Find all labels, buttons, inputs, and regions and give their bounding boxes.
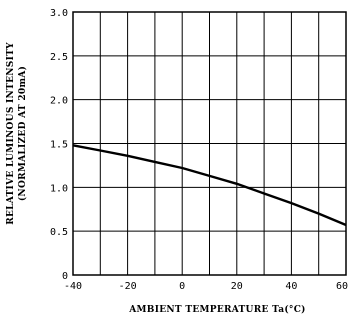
y-tick-label: 3.0 (50, 8, 68, 19)
plot-frame (72, 11, 347, 276)
series-group (72, 144, 347, 227)
y-axis-title-line-1: RELATIVE LUMINOUS INTENSITY (6, 42, 16, 225)
x-tick-label: 40 (285, 281, 297, 292)
y-tick-label: 1.5 (50, 140, 68, 151)
y-tick-label: 2.0 (50, 96, 68, 107)
y-tick-label: 0.5 (50, 227, 68, 238)
x-tick-label: 0 (179, 281, 185, 292)
y-tick-label: 0 (62, 271, 68, 282)
series-line-0 (72, 144, 347, 227)
y-tick-labels: 0 0.5 1.0 1.5 2.0 2.5 3.0 (50, 8, 68, 282)
x-tick-labels: -40 -20 0 20 40 60 (64, 281, 348, 292)
x-axis-title: AMBIENT TEMPERATURE Ta(°C) (128, 304, 305, 315)
x-tick-label: 60 (336, 281, 348, 292)
grid (73, 12, 346, 275)
x-tick-label: 20 (231, 281, 243, 292)
y-axis-title-line-2: (NORMALIZED AT 20mA) (17, 66, 28, 201)
y-tick-label: 2.5 (50, 52, 68, 63)
y-tick-label: 1.0 (50, 183, 68, 194)
x-tick-label: -20 (119, 281, 137, 292)
x-tick-label: -40 (64, 281, 82, 292)
